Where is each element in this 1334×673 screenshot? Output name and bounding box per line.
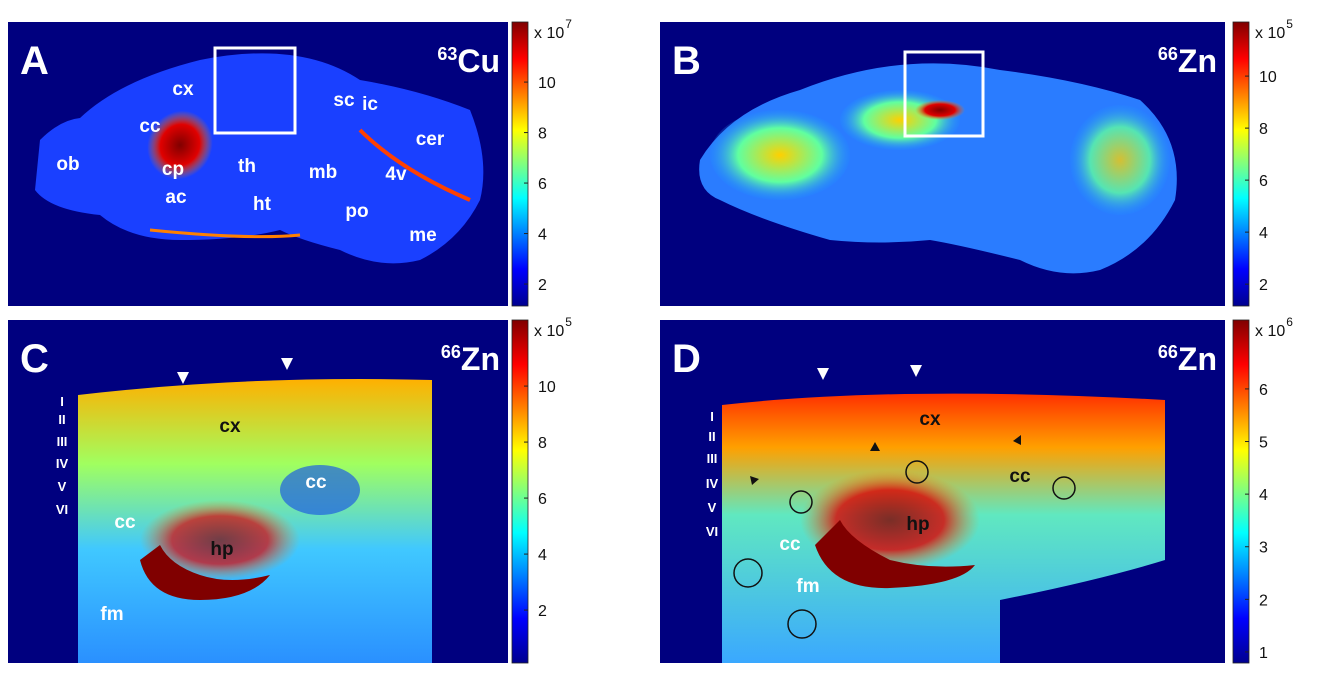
colorbar-tick-label: 2 [1259, 277, 1268, 294]
layer-label: V [708, 500, 717, 515]
isotope-mass: 63 [437, 44, 457, 64]
figure: A63Cucxcccpacobthhtmbposciccer4vmex 1072… [0, 0, 1334, 668]
colorbar-exponent: 6 [1286, 315, 1293, 329]
panel-letter: A [20, 39, 49, 83]
layer-label: V [58, 479, 67, 494]
colorbar-tick-label: 5 [1259, 435, 1268, 452]
region-label: cp [162, 159, 184, 180]
region-label: mb [309, 162, 338, 183]
image-a [8, 22, 508, 306]
colorbar-tick-label: 6 [1259, 382, 1268, 399]
colorbar-tick-label: 6 [538, 176, 547, 193]
region-label: cc [1009, 466, 1031, 487]
colorbar-tick-label: 3 [1259, 540, 1268, 557]
colorbar-tick-label: 8 [538, 435, 547, 452]
region-label: fm [100, 604, 123, 625]
region-label: 4v [385, 164, 407, 185]
region-label: cx [172, 79, 194, 100]
colorbar-tick-label: 2 [1259, 592, 1268, 609]
image-c [8, 320, 508, 663]
region-label: po [345, 201, 368, 222]
region-label: cer [416, 129, 445, 150]
isotope-mass: 66 [1158, 44, 1178, 64]
colorbar-tick-label: 8 [538, 126, 547, 143]
layer-label: VI [706, 524, 718, 539]
region-label: ac [165, 187, 187, 208]
region-label: cc [139, 116, 161, 137]
region-label: hp [210, 539, 233, 560]
image-b [660, 22, 1225, 306]
layer-label: III [57, 434, 68, 449]
colorbar-tick-label: 4 [538, 227, 547, 244]
isotope-element: Zn [1178, 341, 1217, 377]
panel-letter: C [20, 337, 49, 381]
region-label: sc [333, 90, 355, 111]
region-label: th [238, 156, 256, 177]
region-label: ob [56, 154, 79, 175]
colorbar-tick-label: 10 [538, 75, 556, 92]
colorbar-exponent: 5 [565, 315, 572, 329]
colorbar-tick-label: 2 [538, 603, 547, 620]
layer-label: II [58, 412, 65, 427]
colorbar-tick-label: 8 [1259, 121, 1268, 138]
colorbar-multiplier: x 10 [534, 25, 564, 42]
colorbar-tick-label: 4 [538, 547, 547, 564]
region-label: me [409, 225, 436, 246]
region-label: hp [906, 514, 929, 535]
colorbar-exponent: 5 [1286, 17, 1293, 31]
colorbar-tick-label: 10 [538, 379, 556, 396]
region-label: cc [114, 512, 136, 533]
layer-label: IV [706, 476, 719, 491]
region-label: cx [919, 409, 941, 430]
isotope-mass: 66 [1158, 342, 1178, 362]
isotope-mass: 66 [441, 342, 461, 362]
colorbar-tick-label: 4 [1259, 487, 1268, 504]
colorbar-tick-label: 2 [538, 277, 547, 294]
colorbar [1233, 22, 1249, 306]
colorbar-multiplier: x 10 [1255, 323, 1285, 340]
isotope-element: Zn [461, 341, 500, 377]
colorbar-tick-label: 1 [1259, 645, 1268, 662]
layer-label: VI [56, 502, 68, 517]
region-label: fm [796, 576, 819, 597]
colorbar [1233, 320, 1249, 663]
layer-label: II [708, 429, 715, 444]
colorbar-tick-label: 6 [538, 491, 547, 508]
colorbar-multiplier: x 10 [1255, 25, 1285, 42]
colorbar [512, 320, 528, 663]
colorbar-multiplier: x 10 [534, 323, 564, 340]
layer-label: I [60, 394, 64, 409]
isotope-element: Zn [1178, 43, 1217, 79]
region-label: cx [219, 416, 241, 437]
colorbar-tick-label: 10 [1259, 69, 1277, 86]
colorbar-tick-label: 6 [1259, 173, 1268, 190]
layer-label: III [707, 451, 718, 466]
isotope-element: Cu [457, 43, 500, 79]
layer-label: I [710, 409, 714, 424]
region-label: cc [779, 534, 801, 555]
colorbar [512, 22, 528, 306]
page: A63Cucxcccpacobthhtmbposciccer4vmex 1072… [0, 0, 1334, 673]
image-d [660, 320, 1225, 663]
panel-letter: D [672, 337, 701, 381]
colorbar-tick-label: 4 [1259, 225, 1268, 242]
region-label: cc [305, 472, 327, 493]
layer-label: IV [56, 456, 69, 471]
region-label: ht [253, 194, 272, 215]
colorbar-exponent: 7 [565, 17, 572, 31]
panel-letter: B [672, 39, 701, 83]
region-label: ic [362, 94, 378, 115]
